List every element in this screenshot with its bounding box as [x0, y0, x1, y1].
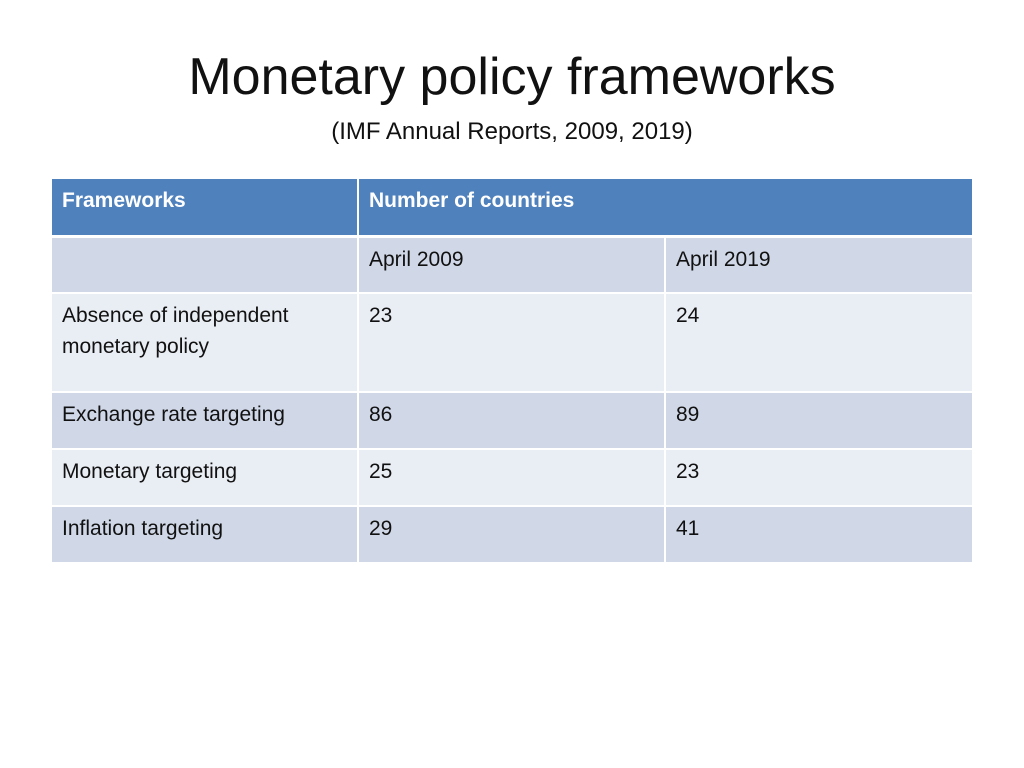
framework-cell: Absence of independent monetary policy	[52, 293, 358, 393]
value-2019-cell: 23	[663, 449, 973, 507]
value-2009-cell: 23	[357, 293, 665, 393]
framework-cell: Inflation targeting	[52, 506, 358, 564]
value-2009-cell: 25	[357, 449, 665, 507]
value-2019-cell: 89	[663, 392, 973, 450]
table-header-row: Frameworks Number of countries	[52, 179, 973, 238]
table-row: Monetary targeting 25 23	[52, 449, 973, 507]
value-2009-cell: 86	[357, 392, 665, 450]
subheader-april-2009: April 2009	[357, 236, 665, 294]
value-2019-cell: 24	[663, 293, 973, 393]
slide-subtitle: (IMF Annual Reports, 2009, 2019)	[331, 118, 693, 145]
subheader-empty	[52, 236, 358, 294]
table-subheader-row: April 2009 April 2019	[52, 236, 973, 294]
header-number-of-countries: Number of countries	[356, 179, 973, 238]
table-row: Absence of independent monetary policy 2…	[52, 293, 973, 393]
framework-cell: Monetary targeting	[52, 449, 358, 507]
value-2009-cell: 29	[357, 506, 665, 564]
table-row: Exchange rate targeting 86 89	[52, 392, 973, 450]
table-row: Inflation targeting 29 41	[52, 506, 973, 564]
header-frameworks: Frameworks	[52, 179, 358, 238]
subheader-april-2019: April 2019	[663, 236, 973, 294]
slide-title: Monetary policy frameworks	[188, 48, 836, 106]
value-2019-cell: 41	[663, 506, 973, 564]
frameworks-table: Frameworks Number of countries April 200…	[52, 179, 973, 564]
framework-cell: Exchange rate targeting	[52, 392, 358, 450]
